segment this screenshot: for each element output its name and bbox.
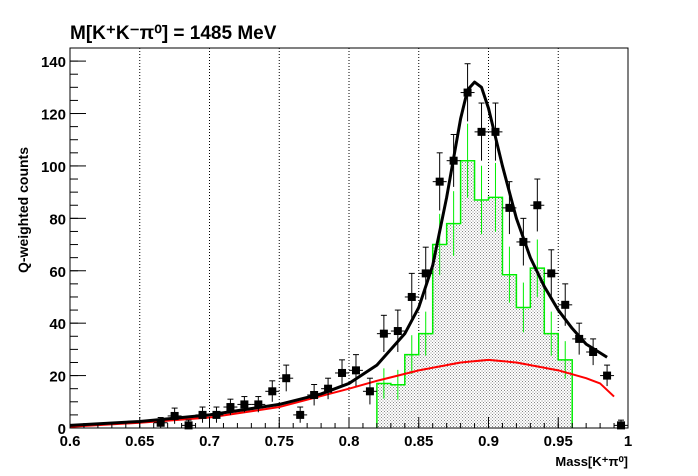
y-tick-label: 60 <box>49 264 66 281</box>
histogram-bar <box>432 244 447 428</box>
histogram-bar <box>530 268 545 428</box>
data-point <box>505 203 514 212</box>
histogram-outline <box>376 159 573 428</box>
histogram-bar <box>544 333 559 428</box>
data-point <box>310 390 319 399</box>
data-point <box>156 418 165 427</box>
x-tick-label: 0.8 <box>339 433 360 450</box>
data-point <box>296 410 305 419</box>
data-point <box>463 88 472 97</box>
data-point <box>351 366 360 375</box>
data-point <box>324 384 333 393</box>
x-tick-label: 0.9 <box>478 433 499 450</box>
data-point <box>449 156 458 165</box>
background-fit-line <box>69 358 615 428</box>
chart-title: M[K⁺K⁻π⁰] = 1485 MeV <box>70 23 277 44</box>
x-tick-label: 1 <box>624 433 632 450</box>
x-tick-label: 0.85 <box>404 433 433 450</box>
data-point <box>226 403 235 412</box>
data-point <box>240 400 249 409</box>
data-point <box>184 421 193 430</box>
data-point <box>547 269 556 278</box>
histogram-bar <box>418 333 433 428</box>
histogram-bar <box>446 223 461 428</box>
x-axis-label: Mass[K⁺π⁰] <box>555 454 628 469</box>
histogram-bar <box>502 274 517 428</box>
data-point <box>561 300 570 309</box>
y-tick-label: 80 <box>49 211 66 228</box>
axes: 0.6 0.65 0.7 0.75 0.8 0.85 0.9 0.95 1 0 20 40 60 80 10… <box>41 47 632 450</box>
data-point <box>254 400 263 409</box>
data-point <box>603 371 612 380</box>
histogram-bar <box>516 307 531 428</box>
y-tick-label: 140 <box>41 54 66 71</box>
data-point <box>282 374 291 383</box>
y-tick-label: 40 <box>49 316 66 333</box>
data-point <box>379 329 388 338</box>
x-tick-label: 0.75 <box>265 433 294 450</box>
x-tick-label: 0.65 <box>125 433 154 450</box>
x-tick-label: 0.6 <box>60 433 81 450</box>
y-tick-label: 120 <box>41 107 66 124</box>
histogram-bar <box>390 384 405 428</box>
data-point <box>393 327 402 336</box>
data-point <box>268 387 277 396</box>
histogram-bar <box>488 197 503 428</box>
x-tick-label: 0.7 <box>199 433 220 450</box>
data-point <box>491 127 500 136</box>
histogram-bar <box>474 200 489 428</box>
data-point <box>617 421 626 430</box>
data-point <box>212 410 221 419</box>
histogram <box>376 123 573 429</box>
data-points <box>153 63 628 430</box>
data-point <box>589 348 598 356</box>
data-point <box>198 410 207 419</box>
histogram-bar <box>460 160 475 429</box>
y-tick-label: 0 <box>58 421 66 438</box>
y-axis-label: Q-weighted counts <box>15 147 31 273</box>
data-point <box>477 127 486 136</box>
data-point <box>421 269 430 278</box>
data-point <box>435 177 444 186</box>
y-tick-label: 20 <box>49 369 66 386</box>
data-point <box>575 334 584 343</box>
data-point <box>533 201 542 210</box>
x-tick-label: 0.95 <box>544 433 573 450</box>
histogram-bar <box>558 359 573 428</box>
data-point <box>365 387 374 396</box>
background-curve <box>69 358 615 428</box>
data-point <box>338 368 347 377</box>
y-tick-label: 100 <box>41 159 66 176</box>
data-point <box>407 292 416 301</box>
histogram-bar <box>376 383 391 428</box>
data-point <box>170 411 179 420</box>
data-point <box>519 237 528 246</box>
